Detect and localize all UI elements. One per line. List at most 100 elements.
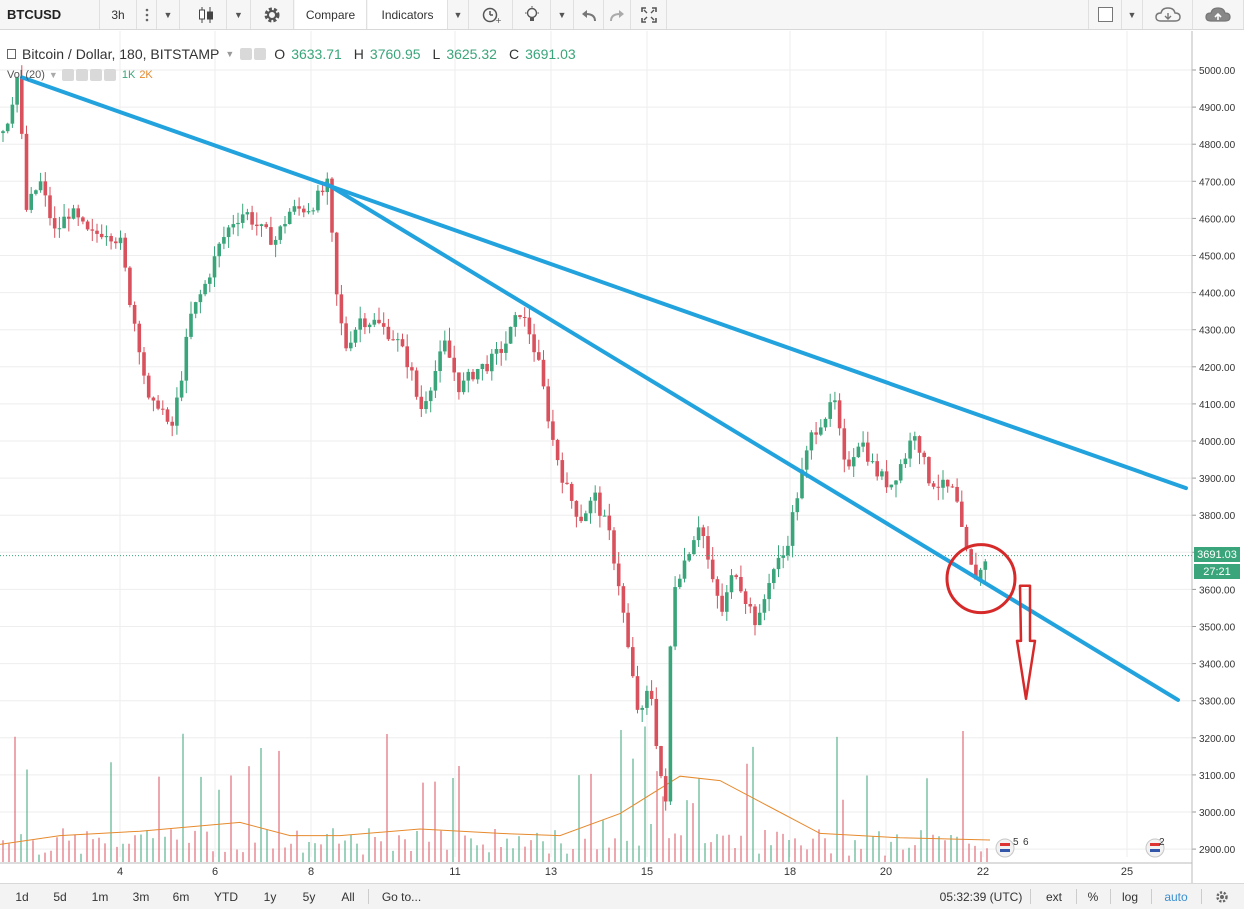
interval-dropdown-icon[interactable]: ▼ (157, 0, 180, 29)
candles-icon (199, 6, 213, 23)
candle-body (377, 319, 381, 324)
volume-dropdown-icon[interactable]: ▼ (48, 70, 58, 80)
lightbulb-icon[interactable] (513, 0, 551, 29)
candle-body (565, 482, 569, 484)
interval-button[interactable]: 3h (100, 0, 137, 29)
alert-clock-icon[interactable]: + (469, 0, 513, 29)
goto-button[interactable]: Go to... (381, 889, 422, 904)
chart-style-button[interactable] (180, 0, 227, 29)
price-chart[interactable]: 5000.00 4900.00 4800.00 4700.00 4600.00 4500.… (0, 31, 1244, 883)
volume-options-icons[interactable] (61, 69, 118, 81)
x-tick-label: 22 (977, 866, 989, 878)
candle-body (217, 243, 221, 257)
redo-icon[interactable] (604, 0, 631, 29)
separator (1110, 889, 1111, 904)
indicators-button[interactable]: Indicators (368, 0, 448, 29)
range-1m[interactable]: 1m (91, 889, 109, 904)
range-ytd[interactable]: YTD (214, 889, 238, 904)
candle-body (447, 340, 452, 358)
candle-body (546, 386, 550, 422)
candle-body (433, 370, 438, 391)
candle-body (847, 459, 851, 467)
trendline (324, 181, 1180, 702)
fullscreen-icon[interactable] (631, 0, 667, 29)
plot-background (0, 31, 1192, 883)
range-5d[interactable]: 5d (53, 889, 67, 904)
settings-gear-icon[interactable] (251, 0, 294, 29)
candle-body (123, 237, 127, 268)
candle-body (917, 436, 922, 453)
candle-body (743, 591, 748, 604)
candle-body (706, 536, 710, 560)
x-tick-label: 25 (1121, 866, 1133, 878)
candle-body (480, 363, 485, 370)
candle-body (287, 211, 292, 224)
annotation-circle (945, 543, 1017, 615)
lightbulb-dropdown-icon[interactable]: ▼ (551, 0, 574, 29)
candle-body (212, 256, 217, 278)
candle-body (38, 181, 43, 191)
candle-body (927, 457, 931, 484)
chart-settings-gear-icon[interactable] (1208, 884, 1236, 909)
title-dropdown-icon[interactable]: ▼ (225, 49, 235, 59)
candle-body (81, 217, 85, 222)
cloud-save-icon[interactable] (1193, 0, 1244, 29)
candle-body (964, 526, 969, 550)
candle-body (621, 586, 626, 613)
range-all[interactable]: All (341, 889, 355, 904)
candle-body (880, 471, 884, 477)
chart-title: Bitcoin / Dollar, 180, BITSTAMP (22, 46, 220, 62)
y-tick-label: 3800.00 (1199, 511, 1236, 522)
layout-dropdown-icon[interactable]: ▼ (1122, 0, 1143, 29)
compare-button[interactable]: Compare (295, 0, 367, 29)
range-5y[interactable]: 5y (302, 889, 316, 904)
candle-body (804, 450, 809, 470)
range-6m[interactable]: 6m (172, 889, 190, 904)
indicators-dropdown-icon[interactable]: ▼ (448, 0, 469, 29)
undo-icon[interactable] (574, 0, 604, 29)
utc-clock[interactable]: 05:32:39 (UTC) (939, 889, 1023, 904)
volume-scale-2: 2K (139, 69, 153, 81)
candle-body (226, 227, 231, 238)
layout-icon[interactable] (1088, 0, 1122, 29)
candle-body (974, 564, 978, 580)
candle-body (687, 554, 691, 561)
range-1d[interactable]: 1d (15, 889, 29, 904)
y-tick-label: 4000.00 (1199, 437, 1236, 448)
candle-body (786, 545, 790, 556)
range-1y[interactable]: 1y (263, 889, 277, 904)
low-label: L (432, 46, 441, 62)
candle-body (344, 323, 348, 349)
candle-body (109, 236, 113, 242)
more-options-icon[interactable] (137, 0, 157, 29)
candle-body (560, 460, 565, 483)
high-label: H (353, 46, 364, 62)
candle-body (443, 340, 447, 352)
low-value: 3625.32 (446, 46, 497, 62)
candle-body (809, 432, 814, 451)
symbol-search[interactable]: BTCUSD (0, 0, 100, 29)
candle-body (57, 228, 62, 230)
series-options-icons[interactable] (240, 48, 268, 60)
candle-body (894, 480, 898, 485)
candle-body (861, 442, 865, 447)
percent-scale-toggle[interactable]: % (1087, 889, 1099, 904)
chart-area[interactable]: 5000.00 4900.00 4800.00 4700.00 4600.00 4500.… (0, 31, 1244, 883)
event-count-label: 5 (1013, 837, 1019, 848)
log-scale-toggle[interactable]: log (1121, 889, 1138, 904)
candle-body (532, 334, 536, 353)
candle-body (142, 352, 146, 376)
chart-style-dropdown-icon[interactable]: ▼ (227, 0, 251, 29)
candle-body (555, 439, 560, 461)
auto-scale-toggle[interactable]: auto (1164, 889, 1188, 904)
candle-body (823, 418, 828, 428)
candle-body (729, 575, 734, 593)
collapse-legend-icon[interactable] (7, 49, 16, 59)
range-3m[interactable]: 3m (132, 889, 150, 904)
svg-text:+: + (495, 16, 501, 24)
y-tick-label: 4800.00 (1199, 140, 1236, 151)
extended-hours-toggle[interactable]: ext (1045, 889, 1062, 904)
cloud-load-icon[interactable] (1143, 0, 1193, 29)
candle-body (842, 428, 847, 460)
candle-body (781, 555, 785, 558)
